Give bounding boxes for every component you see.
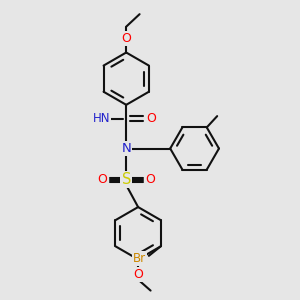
Text: O: O xyxy=(146,112,156,125)
Text: O: O xyxy=(145,173,155,186)
Text: O: O xyxy=(121,32,131,45)
Text: N: N xyxy=(121,142,131,155)
Text: Br: Br xyxy=(133,252,146,265)
Text: HN: HN xyxy=(92,112,110,125)
Text: S: S xyxy=(122,172,131,187)
Text: O: O xyxy=(133,268,143,281)
Text: O: O xyxy=(98,173,107,186)
